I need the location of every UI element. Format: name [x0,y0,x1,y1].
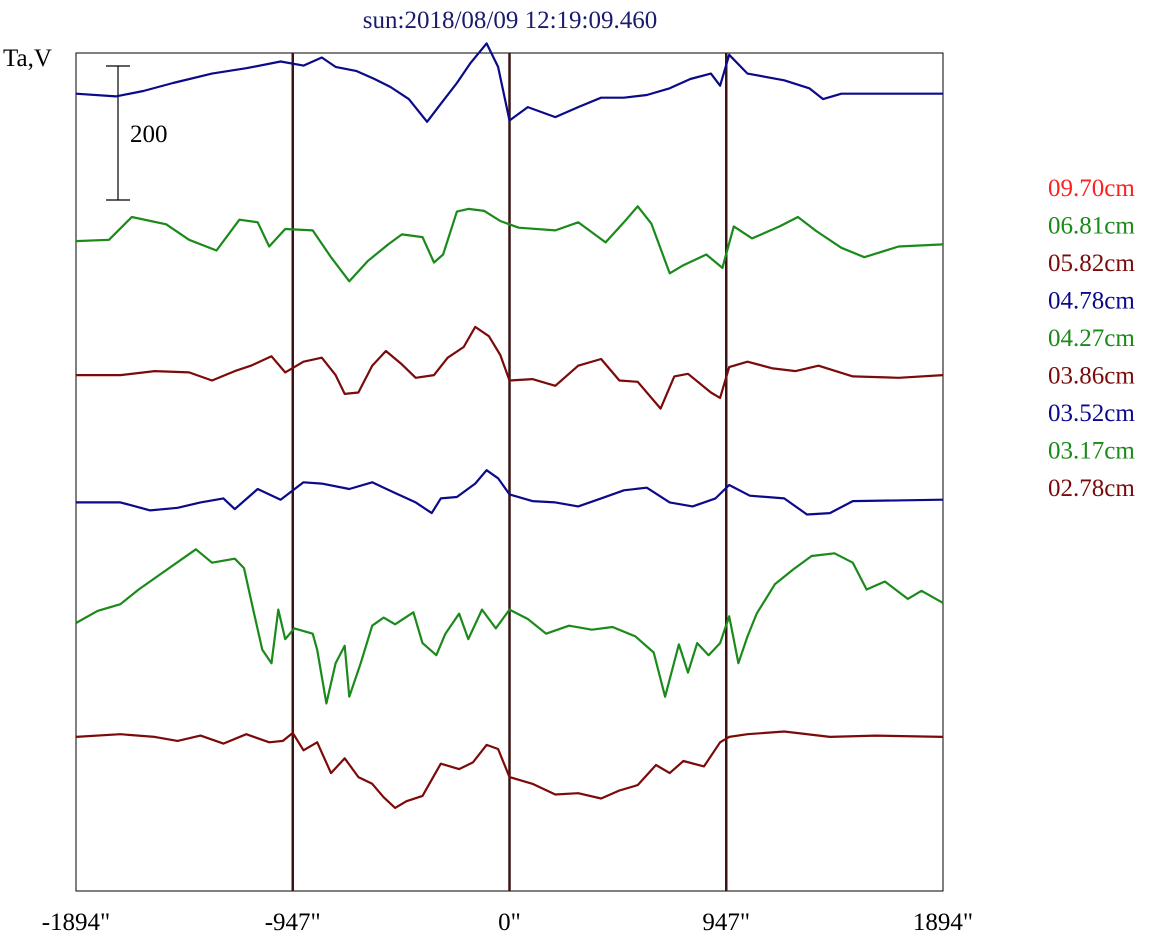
x-tick-label-3: 947" [702,909,750,936]
legend-entry-02.78cm: 02.78cm [1048,475,1135,502]
legend-entry-09.70cm: 09.70cm [1048,175,1135,202]
x-tick-label-1: -947" [265,909,321,936]
x-tick-label-2: 0" [498,909,521,936]
series-line-04.27cm [75,205,944,283]
x-tick-label-0: -1894" [42,909,111,936]
legend-entry-05.82cm: 05.82cm [1048,250,1135,277]
reference-lines [291,53,728,891]
y-axis-label: Ta,V [3,45,52,72]
legend-entry-06.81cm: 06.81cm [1048,213,1135,240]
chart-title: sun:2018/08/09 12:19:09.460 [363,7,657,34]
legend: 09.70cm 06.81cm 05.82cm 04.78cm 04.27cm 03.86… [1048,175,1135,502]
legend-entry-04.78cm: 04.78cm [1048,288,1135,315]
x-tick-label-4: 1894" [913,909,973,936]
series-layer [75,42,944,810]
legend-entry-03.17cm: 03.17cm [1048,438,1135,465]
scale-bar-label: 200 [130,121,168,148]
series-line-03.52cm [76,469,944,516]
series-line-03.17cm [75,548,944,705]
series-line-02.78cm [75,730,944,810]
legend-entry-03.86cm: 03.86cm [1048,363,1135,390]
series-line-04.78cm [75,42,943,123]
legend-entry-03.52cm: 03.52cm [1048,400,1135,427]
legend-entry-04.27cm: 04.27cm [1048,325,1135,352]
series-line-03.86cm [76,325,944,410]
scale-bar: 200 [106,65,168,201]
x-tick-labels: -1894" -947" 0" 947" 1894" [42,909,973,936]
